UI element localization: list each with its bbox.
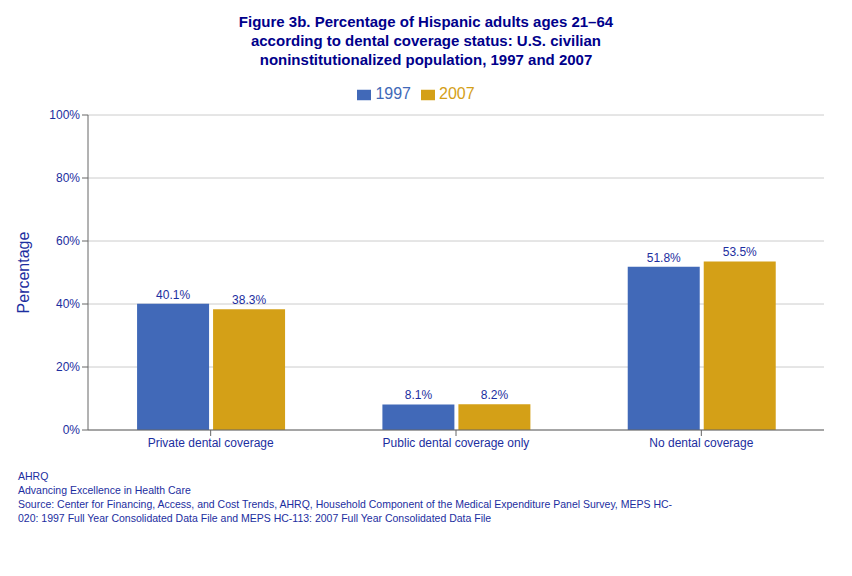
html-text:Source: Center for Financing,: Source: Center for Financing, Access, an… (18, 498, 672, 510)
svg-text:60%: 60% (56, 234, 80, 248)
svg-text:20%: 20% (56, 360, 80, 374)
svg-text:40.1%: 40.1% (156, 288, 190, 302)
html-text:according to dental coverage s: according to dental coverage status: U.S… (250, 32, 601, 49)
svg-text:53.5%: 53.5% (723, 245, 757, 259)
svg-text:40%: 40% (56, 297, 80, 311)
html-text:1997: 1997 (375, 85, 411, 102)
html-text:020: 1997 Full Year Consolidat: 020: 1997 Full Year Consolidated Data Fi… (18, 512, 492, 524)
svg-text:100%: 100% (49, 108, 80, 122)
html-text:AHRQ: AHRQ (18, 470, 49, 482)
svg-text:Public dental coverage only: Public dental coverage only (383, 436, 530, 450)
svg-text:51.8%: 51.8% (647, 251, 681, 265)
html-text:Advancing Excellence in Health: Advancing Excellence in Health Care (18, 484, 191, 496)
svg-text:0%: 0% (63, 423, 81, 437)
svg-text:Percentage: Percentage (15, 231, 32, 313)
svg-text:8.1%: 8.1% (405, 388, 433, 402)
svg-text:Private dental coverage: Private dental coverage (148, 436, 274, 450)
html-text:2007: 2007 (439, 85, 475, 102)
html-text:Figure 3b. Percentage of Hispa: Figure 3b. Percentage of Hispanic adults… (238, 13, 614, 30)
html-text:noninstitutionalized populatio: noninstitutionalized population, 1997 an… (259, 51, 593, 68)
svg-text:No dental coverage: No dental coverage (649, 436, 753, 450)
svg-text:80%: 80% (56, 171, 80, 185)
svg-text:8.2%: 8.2% (481, 388, 509, 402)
svg-text:38.3%: 38.3% (232, 293, 266, 307)
